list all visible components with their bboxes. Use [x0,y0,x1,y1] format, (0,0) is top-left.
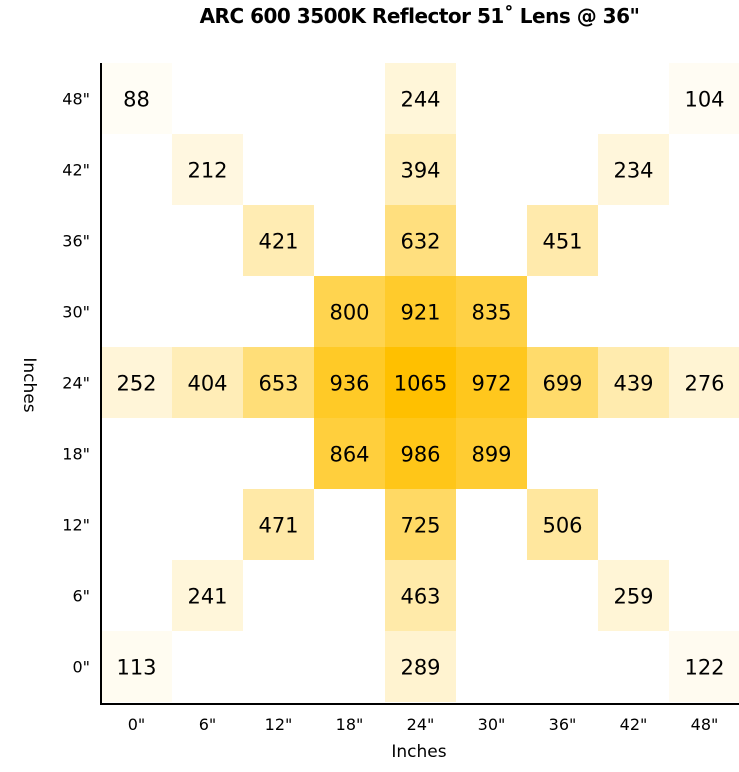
cell-value-label: 259 [613,585,653,609]
heatmap-cell [243,489,314,560]
y-tick-label: 18" [62,445,90,464]
x-axis-label: Inches [391,742,446,762]
heatmap-cell [669,347,739,418]
heatmap-cell [172,134,243,205]
heatmap-cell [385,631,456,702]
cell-value-label: 921 [400,301,440,325]
cell-value-label: 104 [684,88,724,112]
cell-value-label: 1065 [394,372,447,396]
cell-value-label: 899 [471,443,511,467]
cell-value-label: 725 [400,514,440,538]
heatmap-cell [385,276,456,347]
cell-value-label: 212 [187,159,227,183]
cell-value-label: 800 [329,301,369,325]
cell-value-label: 241 [187,585,227,609]
cell-value-label: 653 [258,372,298,396]
heatmap-cell [101,631,172,702]
x-tick-label: 0" [128,715,146,734]
heatmap-cell [385,489,456,560]
cell-value-label: 276 [684,372,724,396]
y-axis-label: Inches [19,357,39,412]
heatmap-cell [385,418,456,489]
y-tick-label: 24" [62,374,90,393]
cell-value-label: 864 [329,443,369,467]
cell-value-label: 394 [400,159,440,183]
cell-value-label: 252 [116,372,156,396]
heatmap-cell [456,276,527,347]
cell-value-label: 986 [400,443,440,467]
x-tick-label: 48" [691,715,719,734]
x-tick-label: 24" [407,715,435,734]
heatmap-cell [243,347,314,418]
heatmap-cell [314,347,385,418]
heatmap-cell [669,631,739,702]
cell-value-label: 936 [329,372,369,396]
y-tick-label: 30" [62,303,90,322]
cell-value-label: 234 [613,159,653,183]
cell-value-label: 244 [400,88,440,112]
cell-value-label: 699 [542,372,582,396]
chart-title: ARC 600 3500K Reflector 51˚ Lens @ 36" [199,4,640,28]
y-tick-label: 48" [62,90,90,109]
heatmap-cell [243,205,314,276]
heatmap-cell [456,418,527,489]
y-tick-label: 36" [62,232,90,251]
heatmap-cell [172,560,243,631]
cell-value-label: 122 [684,656,724,680]
heatmap-cell [527,489,598,560]
heatmap-cell [669,63,739,134]
heatmap-cell [101,63,172,134]
y-tick-label: 42" [62,161,90,180]
x-tick-label: 36" [549,715,577,734]
cell-value-label: 632 [400,230,440,254]
heatmap-cell [527,205,598,276]
y-tick-label: 0" [72,658,90,677]
cell-value-label: 972 [471,372,511,396]
heatmap-cell [456,347,527,418]
x-tick-label: 18" [336,715,364,734]
heatmap-cell [598,134,669,205]
y-tick-label: 6" [72,587,90,606]
cell-value-label: 506 [542,514,582,538]
x-tick-label: 30" [478,715,506,734]
cell-value-label: 113 [116,656,156,680]
cell-value-label: 463 [400,585,440,609]
cell-value-label: 451 [542,230,582,254]
x-tick-label: 42" [620,715,648,734]
heatmap-cell [385,205,456,276]
cell-value-label: 289 [400,656,440,680]
cell-value-label: 421 [258,230,298,254]
heatmap-cell [101,347,172,418]
cell-value-label: 835 [471,301,511,325]
heatmap-cell [385,347,456,418]
cell-value-label: 439 [613,372,653,396]
heatmap-cell [598,347,669,418]
heatmap-cell [385,560,456,631]
heatmap-cell [314,418,385,489]
heatmap-cell [385,134,456,205]
y-tick-label: 12" [62,516,90,535]
cell-value-label: 88 [123,88,150,112]
heatmap-cell [527,347,598,418]
heatmap-cell [598,560,669,631]
heatmap-cell [314,276,385,347]
heatmap-cell [172,347,243,418]
cell-value-label: 404 [187,372,227,396]
heatmap-cell [385,63,456,134]
x-tick-label: 12" [265,715,293,734]
x-tick-label: 6" [199,715,217,734]
cell-value-label: 471 [258,514,298,538]
